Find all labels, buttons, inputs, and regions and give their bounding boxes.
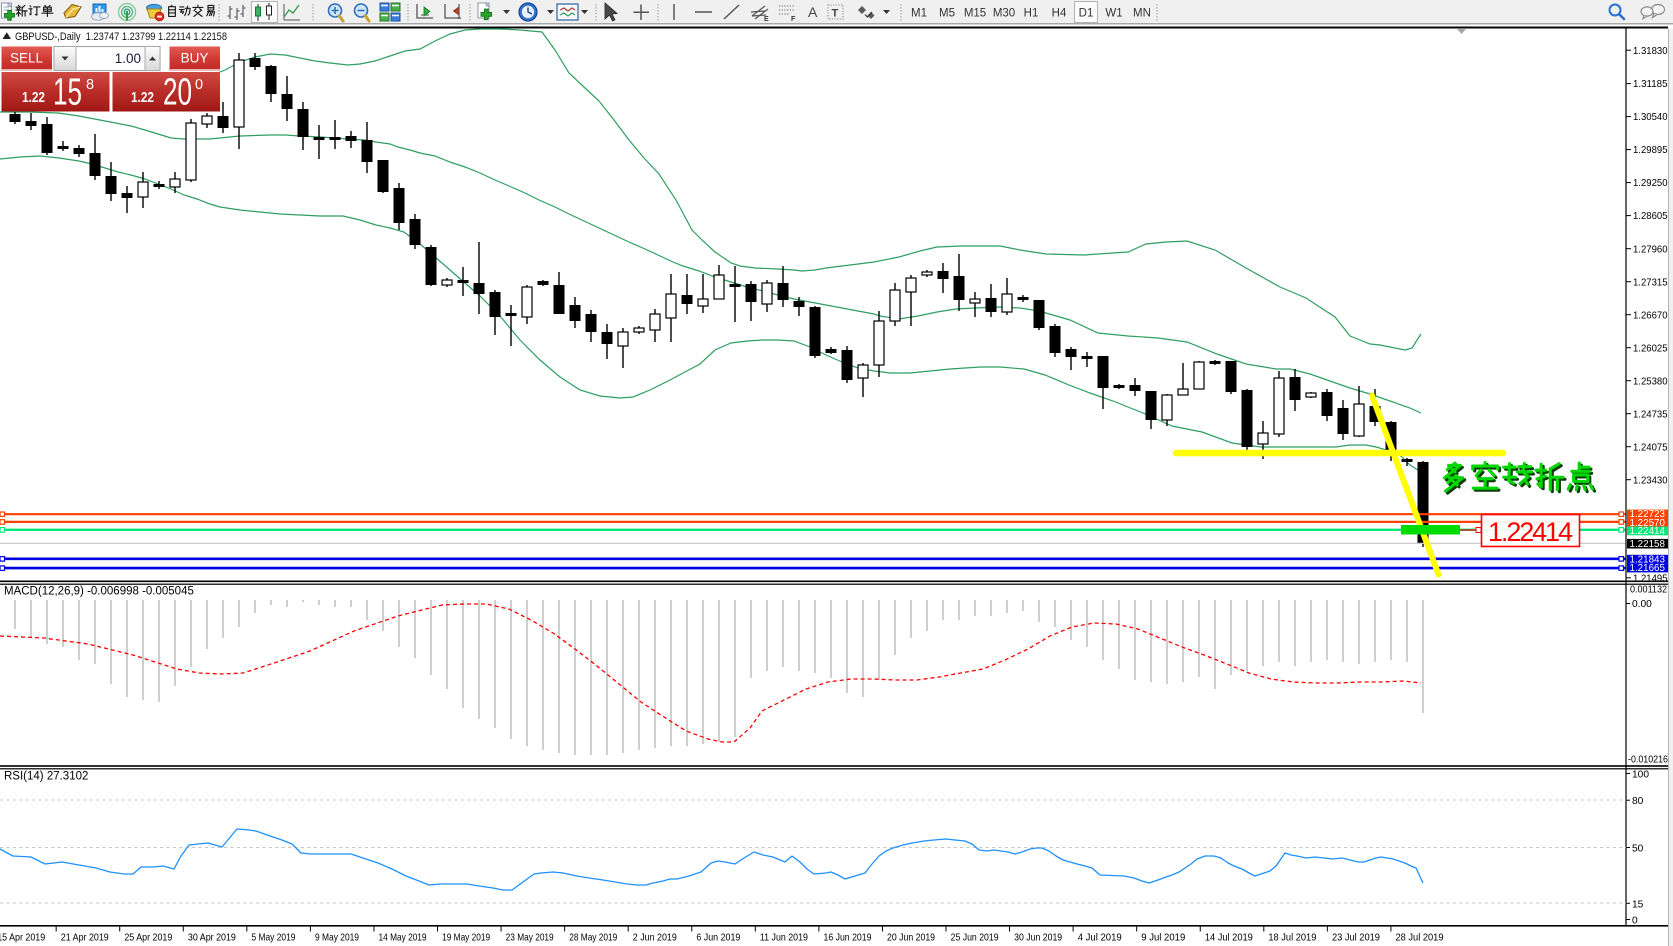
svg-text:14 May 2019: 14 May 2019 (379, 933, 427, 944)
svg-text:20: 20 (163, 72, 192, 114)
svg-text:F: F (791, 16, 796, 23)
svg-text:1.31185: 1.31185 (1633, 79, 1668, 90)
svg-text:1.22414: 1.22414 (1488, 517, 1573, 547)
svg-text:9 Jul 2019: 9 Jul 2019 (1141, 933, 1185, 944)
svg-text:-0.010216: -0.010216 (1628, 755, 1668, 766)
svg-text:H1: H1 (1024, 8, 1039, 20)
svg-text:18 Jul 2019: 18 Jul 2019 (1268, 933, 1316, 944)
svg-text:6 Jun 2019: 6 Jun 2019 (696, 933, 740, 944)
svg-text:80: 80 (1632, 796, 1644, 807)
svg-text:1.26025: 1.26025 (1633, 343, 1668, 354)
svg-text:T: T (832, 8, 839, 20)
svg-text:21 Apr 2019: 21 Apr 2019 (61, 933, 109, 944)
svg-text:D1: D1 (1079, 8, 1094, 20)
svg-text:GBPUSD-,Daily 1.23747 1.23799: GBPUSD-,Daily 1.23747 1.23799 1.22114 1.… (15, 31, 227, 43)
svg-text:E: E (764, 16, 769, 23)
svg-text:RSI(14) 27.3102: RSI(14) 27.3102 (4, 771, 88, 783)
svg-text:5 May 2019: 5 May 2019 (251, 933, 295, 944)
svg-text:1.31830: 1.31830 (1633, 46, 1668, 57)
svg-text:1.22414: 1.22414 (1630, 526, 1666, 537)
svg-text:8: 8 (86, 77, 94, 93)
svg-text:30 Apr 2019: 30 Apr 2019 (188, 933, 236, 944)
svg-text:1.29250: 1.29250 (1633, 178, 1668, 189)
svg-text:1.25380: 1.25380 (1633, 376, 1668, 387)
svg-text:1.29895: 1.29895 (1633, 145, 1668, 156)
svg-text:1.00: 1.00 (115, 51, 141, 66)
svg-text:1.24735: 1.24735 (1633, 409, 1668, 420)
svg-text:9 May 2019: 9 May 2019 (315, 933, 359, 944)
svg-text:15: 15 (1632, 899, 1644, 910)
svg-text:0: 0 (195, 77, 203, 93)
svg-text:M1: M1 (911, 8, 927, 20)
svg-text:1.30540: 1.30540 (1633, 112, 1668, 123)
svg-text:1.28605: 1.28605 (1633, 211, 1668, 222)
svg-text:1.21665: 1.21665 (1630, 563, 1666, 574)
svg-text:M30: M30 (993, 8, 1015, 20)
svg-text:W1: W1 (1105, 8, 1122, 20)
svg-text:BUY: BUY (181, 51, 209, 66)
svg-text:100: 100 (1632, 770, 1649, 781)
svg-text:28 May 2019: 28 May 2019 (569, 933, 617, 944)
svg-text:16 Jun 2019: 16 Jun 2019 (823, 933, 871, 944)
svg-text:0: 0 (1632, 916, 1638, 927)
svg-text:50: 50 (1632, 844, 1644, 855)
svg-text:20 Jun 2019: 20 Jun 2019 (887, 933, 935, 944)
svg-text:30 Jun 2019: 30 Jun 2019 (1014, 933, 1062, 944)
svg-text:MACD(12,26,9) -0.006998 -0.005: MACD(12,26,9) -0.006998 -0.005045 (4, 586, 194, 598)
svg-text:23 Jul 2019: 23 Jul 2019 (1332, 933, 1380, 944)
svg-text:1.26670: 1.26670 (1633, 310, 1668, 321)
svg-text:11 Jun 2019: 11 Jun 2019 (760, 933, 808, 944)
svg-text:0.00: 0.00 (1632, 599, 1652, 610)
svg-text:M15: M15 (964, 8, 986, 20)
svg-text:19 May 2019: 19 May 2019 (442, 933, 490, 944)
svg-text:SELL: SELL (10, 51, 44, 66)
svg-text:28 Jul 2019: 28 Jul 2019 (1396, 933, 1444, 944)
svg-text:1.27315: 1.27315 (1633, 277, 1668, 288)
svg-text:14 Jul 2019: 14 Jul 2019 (1205, 933, 1253, 944)
svg-text:1.22: 1.22 (131, 90, 154, 106)
svg-text:1.22: 1.22 (22, 90, 45, 106)
svg-text:1.24075: 1.24075 (1633, 442, 1668, 453)
svg-text:A: A (808, 4, 818, 20)
svg-text:2 Jun 2019: 2 Jun 2019 (633, 933, 677, 944)
svg-text:1.21843: 1.21843 (1630, 554, 1666, 565)
svg-text:23 May 2019: 23 May 2019 (506, 933, 554, 944)
svg-text:0.001132: 0.001132 (1630, 585, 1667, 596)
svg-text:25 Jun 2019: 25 Jun 2019 (951, 933, 999, 944)
svg-text:1.27960: 1.27960 (1633, 244, 1668, 255)
svg-text:25 Apr 2019: 25 Apr 2019 (124, 933, 172, 944)
svg-text:4 Jul 2019: 4 Jul 2019 (1078, 933, 1122, 944)
svg-text:MN: MN (1133, 8, 1151, 20)
svg-text:1.22570: 1.22570 (1630, 518, 1666, 529)
svg-text:15 Apr 2019: 15 Apr 2019 (0, 933, 45, 944)
svg-text:1.21495: 1.21495 (1633, 573, 1668, 584)
svg-text:H4: H4 (1052, 8, 1067, 20)
svg-text:1.22723: 1.22723 (1630, 509, 1666, 520)
svg-text:1.22158: 1.22158 (1630, 539, 1666, 550)
svg-text:15: 15 (53, 72, 82, 114)
svg-text:M5: M5 (939, 8, 955, 20)
svg-text:1.23430: 1.23430 (1633, 475, 1668, 486)
